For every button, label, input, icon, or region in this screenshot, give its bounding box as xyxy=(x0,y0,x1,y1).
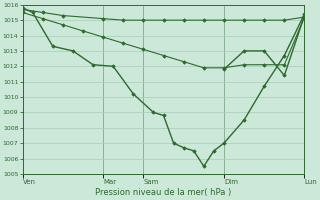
X-axis label: Pression niveau de la mer( hPa ): Pression niveau de la mer( hPa ) xyxy=(95,188,232,197)
